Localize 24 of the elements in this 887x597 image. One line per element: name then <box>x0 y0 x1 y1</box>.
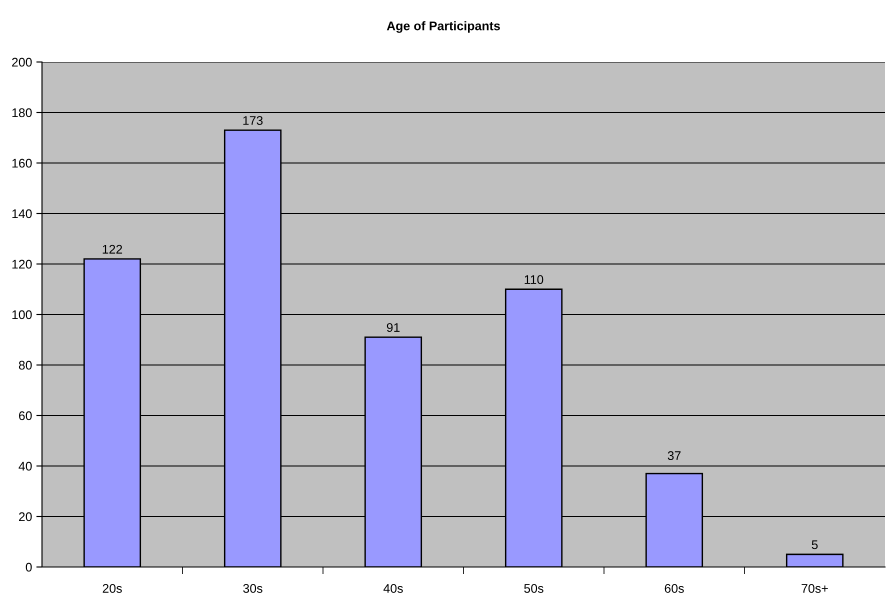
data-label: 37 <box>668 451 681 460</box>
y-tick-label: 80 <box>18 360 32 370</box>
y-tick-label: 140 <box>12 209 32 218</box>
x-tick-label: 40s <box>383 584 403 593</box>
y-tick-label: 40 <box>18 462 32 471</box>
data-label: 173 <box>243 116 263 125</box>
x-tick-label: 30s <box>243 584 262 593</box>
data-label: 110 <box>524 275 544 284</box>
x-tick-label: 70s+ <box>802 584 828 593</box>
y-tick-label: 60 <box>19 411 32 420</box>
data-label: 5 <box>812 540 818 550</box>
y-tick-label: 100 <box>12 310 32 320</box>
chart-title: Age of Participants <box>386 21 500 33</box>
y-tick-label: 200 <box>12 58 32 67</box>
y-tick-label: 160 <box>12 158 32 168</box>
x-tick-label: 50s <box>524 584 544 593</box>
x-tick-label: 20s <box>102 584 122 593</box>
data-label: 91 <box>386 323 400 332</box>
data-label: 122 <box>102 244 122 254</box>
y-tick-label: 180 <box>12 108 32 118</box>
x-tick-label: 60s <box>664 584 684 593</box>
y-tick-label: 20 <box>19 512 32 522</box>
y-tick-label: 0 <box>26 562 32 572</box>
y-tick-label: 120 <box>12 260 32 269</box>
